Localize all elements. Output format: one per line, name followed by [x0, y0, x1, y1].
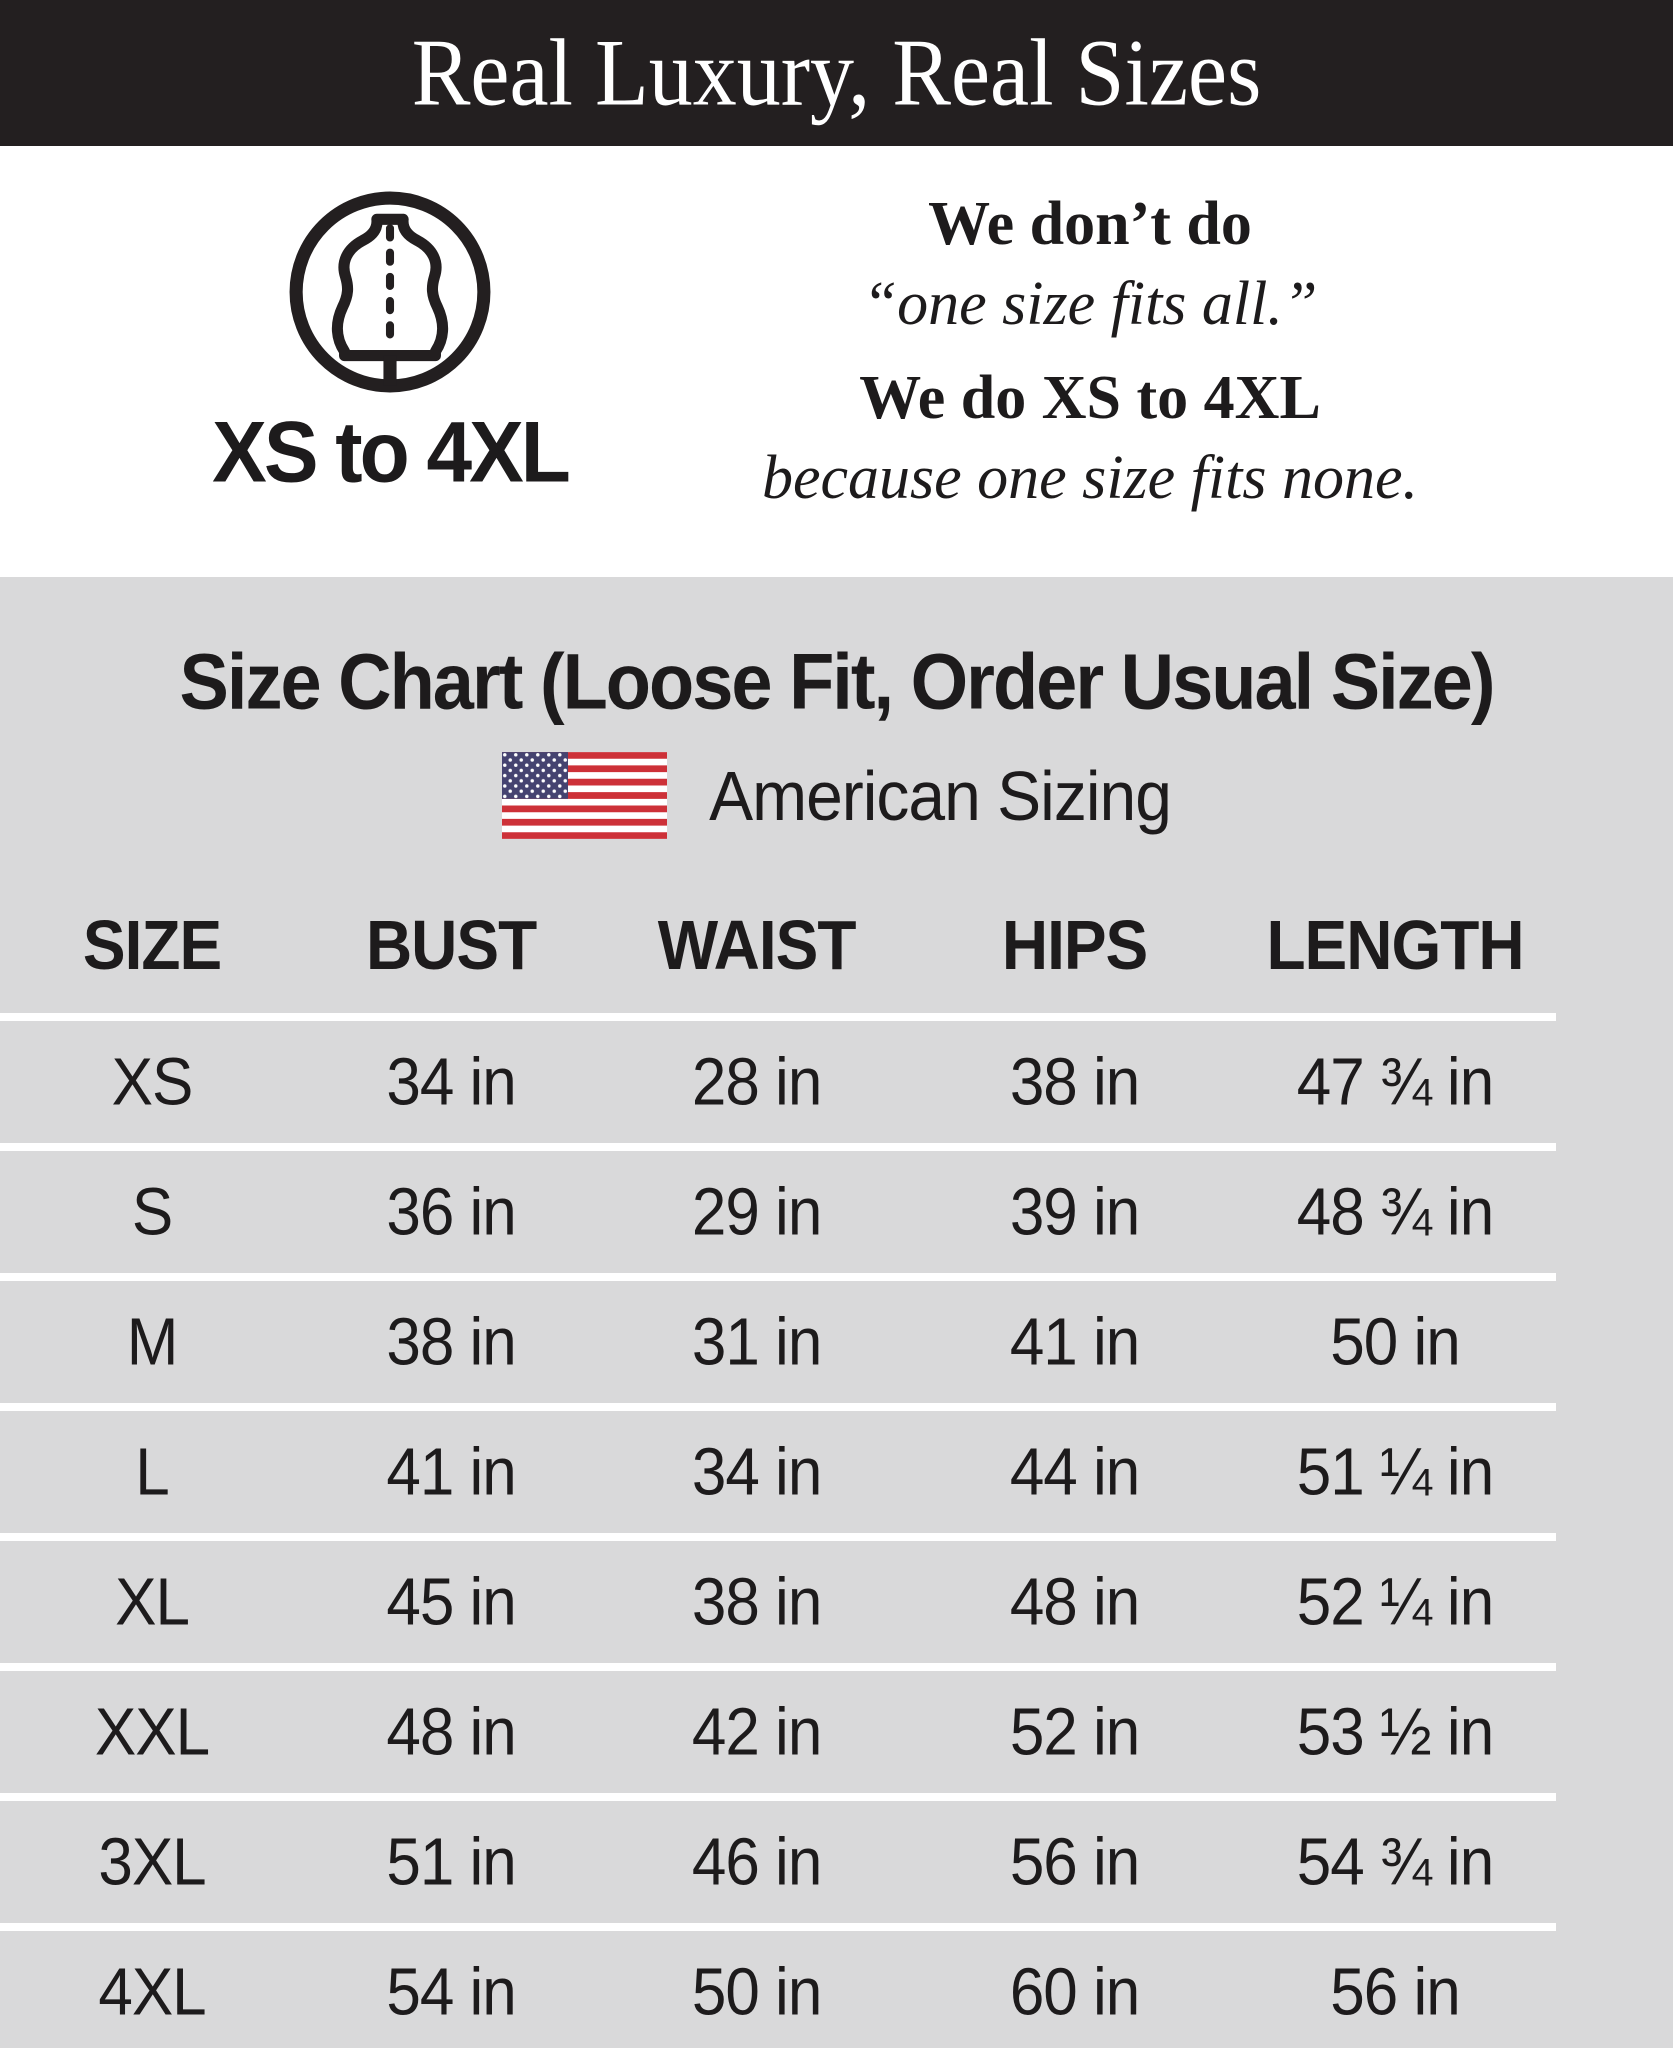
table-cell: 52 in	[1009, 1694, 1140, 1770]
table-cell: 60 in	[1009, 1954, 1140, 2030]
table-cell: 36 in	[386, 1174, 516, 1250]
table-cell: 28 in	[691, 1044, 822, 1120]
table-cell: 46 in	[691, 1824, 822, 1900]
table-row: 3XL 51 in 46 in 56 in 54 ¾ in	[0, 1793, 1556, 1923]
table-cell: 29 in	[691, 1174, 822, 1250]
american-sizing-row: American Sizing	[0, 752, 1673, 839]
quote-line: We do XS to 4XL	[859, 364, 1321, 432]
table-row: XL 45 in 38 in 48 in 52 ¼ in	[0, 1533, 1556, 1663]
table-cell: 51 ¼ in	[1296, 1434, 1494, 1510]
table-cell: 48 ¾ in	[1296, 1174, 1494, 1250]
table-row: XXL 48 in 42 in 52 in 53 ½ in	[0, 1663, 1556, 1793]
table-cell: 54 ¾ in	[1296, 1824, 1494, 1900]
size-range-caption: XS to 4XL	[212, 404, 571, 501]
table-cell: 56 in	[1330, 1954, 1460, 2030]
table-cell: 38 in	[386, 1304, 516, 1380]
table-cell: 41 in	[1009, 1304, 1140, 1380]
us-flag-icon	[502, 752, 668, 839]
table-cell: 38 in	[691, 1564, 822, 1640]
quote-line: “one size fits all.”	[862, 270, 1318, 338]
top-banner: Real Luxury, Real Sizes	[0, 0, 1673, 146]
table-cell: 51 in	[386, 1824, 516, 1900]
table-cell: XS	[111, 1044, 194, 1120]
size-range-block: XS to 4XL	[190, 186, 590, 500]
column-header: WAIST	[657, 906, 857, 984]
table-cell: 3XL	[98, 1824, 206, 1900]
size-chart-section: Size Chart (Loose Fit, Order Usual Size)…	[0, 577, 1673, 2048]
table-cell: XXL	[94, 1694, 210, 1770]
table-cell: 50 in	[691, 1954, 822, 2030]
dress-form-icon	[190, 186, 590, 398]
table-cell: M	[126, 1304, 179, 1380]
table-cell: 47 ¾ in	[1296, 1044, 1494, 1120]
table-cell: 56 in	[1009, 1824, 1140, 1900]
table-cell: 41 in	[386, 1434, 516, 1510]
table-cell: 42 in	[691, 1694, 822, 1770]
table-row: XS 34 in 28 in 38 in 47 ¾ in	[0, 1013, 1556, 1143]
table-cell: 48 in	[1009, 1564, 1140, 1640]
sizing-label: American Sizing	[709, 756, 1172, 835]
column-header: LENGTH	[1266, 906, 1524, 984]
size-table-body: XS 34 in 28 in 38 in 47 ¾ in S 36 in 29 in 39 in…	[0, 1013, 1556, 2053]
quote-line: because one size fits none.	[761, 444, 1419, 512]
column-header: HIPS	[1001, 906, 1148, 984]
column-header: SIZE	[82, 906, 222, 984]
table-cell: 38 in	[1009, 1044, 1140, 1120]
table-cell: XL	[115, 1564, 190, 1640]
quote-block: We don’t do “one size fits all.” We do X…	[690, 184, 1490, 518]
size-chart-heading: Size Chart (Loose Fit, Order Usual Size)	[179, 637, 1496, 726]
banner-title: Real Luxury, Real Sizes	[411, 20, 1262, 126]
size-table: SIZE BUST WAIST HIPS LENGTH XS 34 in 28 in 38 i…	[0, 877, 1673, 2053]
table-row: M 38 in 31 in 41 in 50 in	[0, 1273, 1556, 1403]
table-cell: 31 in	[691, 1304, 822, 1380]
table-row: 4XL 54 in 50 in 60 in 56 in	[0, 1923, 1556, 2053]
table-cell: 45 in	[386, 1564, 516, 1640]
table-cell: 44 in	[1009, 1434, 1140, 1510]
table-row: L 41 in 34 in 44 in 51 ¼ in	[0, 1403, 1556, 1533]
table-cell: 54 in	[386, 1954, 516, 2030]
table-cell: 50 in	[1330, 1304, 1460, 1380]
table-cell: 39 in	[1009, 1174, 1140, 1250]
table-cell: 48 in	[386, 1694, 516, 1770]
table-cell: 53 ½ in	[1296, 1694, 1494, 1770]
table-cell: L	[135, 1434, 169, 1510]
table-cell: S	[131, 1174, 173, 1250]
table-cell: 34 in	[691, 1434, 822, 1510]
table-cell: 34 in	[386, 1044, 516, 1120]
column-header: BUST	[365, 906, 537, 984]
quote-line: We don’t do	[928, 190, 1252, 258]
intro-section: XS to 4XL We don’t do “one size fits all…	[0, 146, 1673, 577]
table-cell: 4XL	[98, 1954, 206, 2030]
table-cell: 52 ¼ in	[1296, 1564, 1494, 1640]
table-row: S 36 in 29 in 39 in 48 ¾ in	[0, 1143, 1556, 1273]
size-table-header: SIZE BUST WAIST HIPS LENGTH	[0, 877, 1556, 1013]
